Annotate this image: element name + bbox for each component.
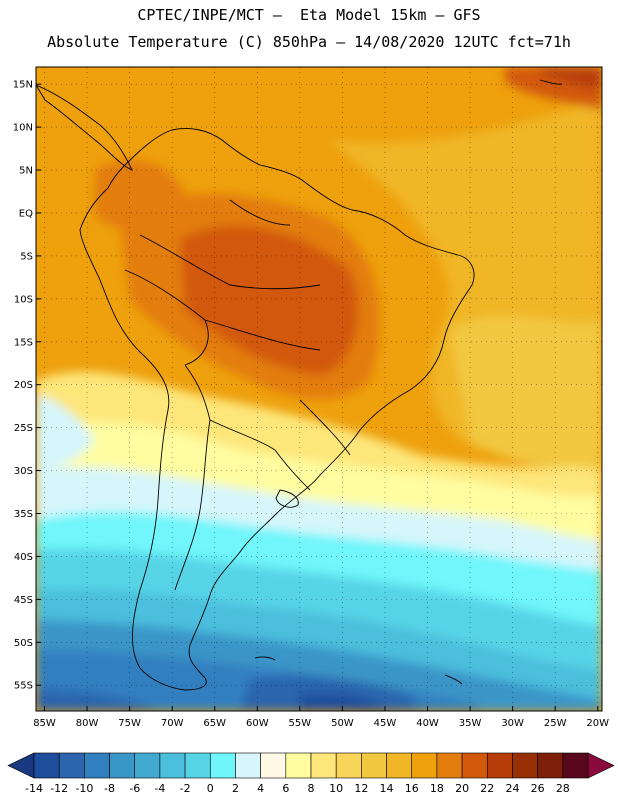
lon-tick-label: 65W [203,718,226,729]
colorbar-label: 20 [455,782,469,795]
lon-tick-label: 75W [118,718,141,729]
colorbar-arrow-high [587,752,615,779]
lon-tick-label: 70W [161,718,184,729]
colorbar: -14 -12 -10 -8 -6 -4 -2 0 2 4 6 8 10 12 14 16 18 20 22 24 26… [7,752,615,795]
colorbar-box [58,752,85,779]
colorbar-label: 16 [405,782,419,795]
lon-tick-label: 45W [374,718,397,729]
title-line-1: CPTEC/INPE/MCT – Eta Model 15km – GFS [137,6,481,24]
colorbar-label: 26 [531,782,545,795]
colorbar-box [562,752,589,779]
lon-tick-label: 25W [544,718,567,729]
colorbar-box [436,752,463,779]
colorbar-box [260,752,287,779]
colorbar-box [134,752,161,779]
lon-tick-label: 55W [289,718,312,729]
colorbar-label: 12 [354,782,368,795]
lon-tick-label: 80W [76,718,99,729]
lon-tick-label: 35W [459,718,482,729]
coastlines [36,79,563,691]
temperature-field [36,67,602,711]
colorbar-label: 6 [282,782,289,795]
colorbar-label: 24 [505,782,519,795]
colorbar-arrow-low [7,752,35,779]
colorbar-box [184,752,211,779]
lat-tick-label: EQ [19,208,33,219]
colorbar-label: 0 [207,782,214,795]
colorbar-box [537,752,564,779]
lat-tick-label: 30S [14,466,33,477]
colorbar-label: 10 [329,782,343,795]
colorbar-box [335,752,362,779]
lat-tick-label: 15N [13,80,33,91]
colorbar-box [486,752,513,779]
colorbar-box [209,752,236,779]
colorbar-box [386,752,413,779]
colorbar-box [33,752,60,779]
lat-tick-label: 35S [14,509,33,520]
lat-tick-label: 50S [14,638,33,649]
colorbar-label: -2 [180,782,191,795]
colorbar-label: -4 [154,782,165,795]
lat-tick-label: 5S [20,251,33,262]
colorbar-label: 4 [257,782,264,795]
title-line-2: Absolute Temperature (C) 850hPa – 14/08/… [47,33,571,51]
lon-tick-label: 20W [586,718,609,729]
colorbar-label: 18 [430,782,444,795]
colorbar-label: -6 [129,782,140,795]
lon-tick-label: 40W [416,718,439,729]
colorbar-box [84,752,110,779]
colorbar-box [285,752,312,779]
colorbar-label: -10 [75,782,93,795]
colorbar-label: -12 [50,782,68,795]
colorbar-box [159,752,186,779]
lon-tick-label: 85W [33,718,56,729]
lat-tick-label: 5N [19,166,33,177]
lat-tick-label: 40S [14,552,33,563]
lat-tick-label: 25S [14,423,33,434]
lon-tick-label: 50W [331,718,354,729]
colorbar-label: 14 [380,782,394,795]
map-frame [35,66,603,712]
lat-tick-label: 15S [14,337,33,348]
colorbar-box [512,752,538,779]
colorbar-label: 8 [308,782,315,795]
colorbar-label: -8 [104,782,115,795]
colorbar-label: -14 [25,782,43,795]
colorbar-label: 2 [232,782,239,795]
lat-tick-label: 10N [13,123,33,134]
lat-tick-label: 45S [14,595,33,606]
colorbar-box [361,752,387,779]
colorbar-label: 22 [480,782,494,795]
colorbar-box [235,752,261,779]
lon-tick-label: 60W [246,718,269,729]
longitude-axis: 85W 80W 75W 70W 65W 60W 55W 50W 45W 40W 35W 30W 25W 2… [33,706,609,729]
colorbar-label: 28 [556,782,570,795]
lat-tick-label: 10S [14,294,33,305]
lat-tick-label: 55S [14,681,33,692]
lat-tick-label: 20S [14,380,33,391]
colorbar-box [310,752,337,779]
colorbar-box [461,752,488,779]
colorbar-box [411,752,438,779]
lon-tick-label: 30W [501,718,524,729]
colorbar-box [109,752,136,779]
latitude-axis: 15N 10N 5N EQ 5S 10S 15S 20S 25S 30S 35S 40S 45S 50S 5… [13,80,41,692]
